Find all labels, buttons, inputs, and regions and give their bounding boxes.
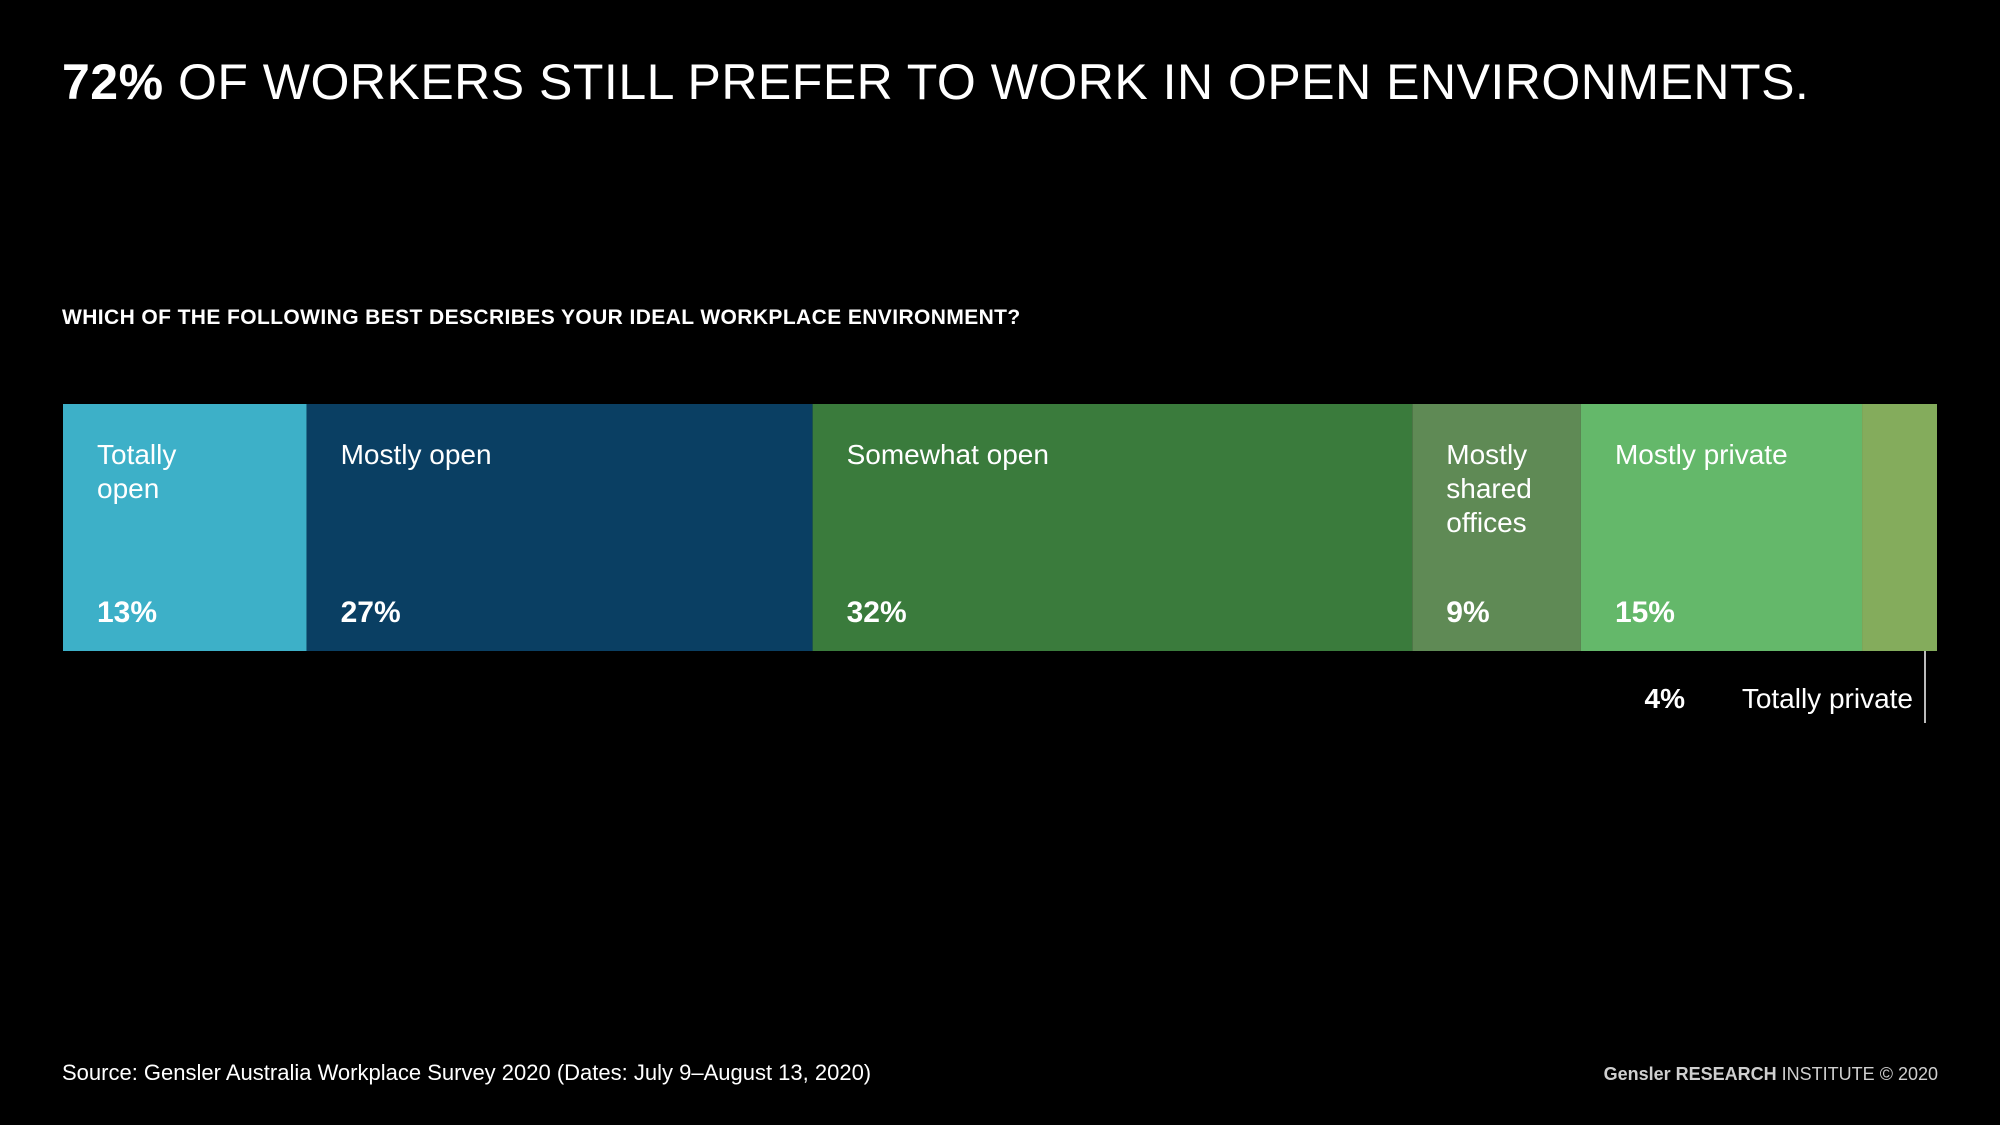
credit-line: Gensler RESEARCH INSTITUTE © 2020: [1604, 1064, 1938, 1085]
callout-value-totally-private: 4%: [1645, 683, 1686, 714]
bar-segment-totally-private: [1862, 404, 1937, 651]
headline-text: OF WORKERS STILL PREFER TO WORK IN OPEN …: [163, 54, 1810, 110]
bar-segment-mostly-shared-offices: [1412, 404, 1581, 651]
segment-value-totally-open: 13%: [97, 596, 157, 629]
headline-emphasis: 72%: [62, 54, 164, 110]
bar-segment-mostly-private: [1580, 404, 1863, 651]
segment-label-totally-open: Totally: [97, 439, 176, 470]
credit-institute: INSTITUTE: [1781, 1064, 1875, 1084]
segment-label-totally-open: open: [97, 473, 159, 504]
credit-brand: Gensler: [1603, 1064, 1671, 1084]
segment-label-somewhat-open: Somewhat open: [847, 439, 1049, 470]
chart-question: WHICH OF THE FOLLOWING BEST DESCRIBES YO…: [62, 306, 1021, 329]
segment-label-mostly-shared-offices: shared: [1446, 473, 1532, 504]
callout-label-totally-private: Totally private: [1742, 683, 1913, 714]
segment-label-mostly-open: Mostly open: [341, 439, 492, 470]
headline: 72% OF WORKERS STILL PREFER TO WORK IN O…: [62, 52, 1809, 112]
source-note: Source: Gensler Australia Workplace Surv…: [62, 1060, 872, 1085]
segment-label-mostly-shared-offices: offices: [1446, 507, 1526, 538]
credit-research: RESEARCH: [1675, 1064, 1777, 1084]
credit-copyright: © 2020: [1879, 1064, 1938, 1084]
segment-value-somewhat-open: 32%: [847, 596, 907, 629]
bar-segment-mostly-open: [306, 404, 813, 651]
segment-label-mostly-shared-offices: Mostly: [1446, 439, 1527, 470]
segment-value-mostly-private: 15%: [1615, 596, 1675, 629]
segment-value-mostly-open: 27%: [341, 596, 401, 629]
bar-segment-totally-open: [63, 404, 307, 651]
bar-segment-somewhat-open: [812, 404, 1413, 651]
segment-label-mostly-private: Mostly private: [1615, 439, 1788, 470]
segment-value-mostly-shared-offices: 9%: [1446, 596, 1489, 629]
